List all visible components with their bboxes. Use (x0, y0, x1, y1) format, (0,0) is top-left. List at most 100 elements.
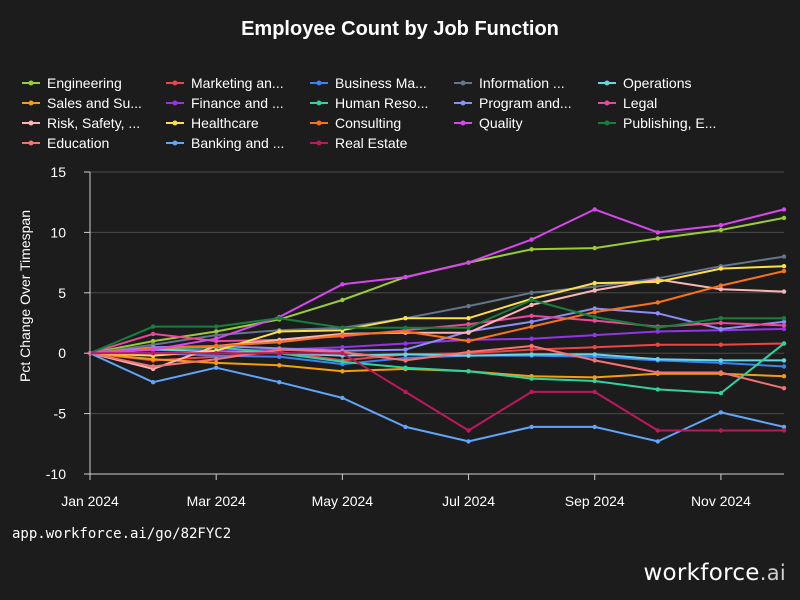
data-point[interactable] (214, 351, 219, 356)
data-point[interactable] (466, 338, 471, 344)
data-point[interactable] (655, 439, 660, 444)
data-point[interactable] (214, 365, 219, 370)
data-point[interactable] (466, 428, 471, 433)
data-point[interactable] (781, 428, 787, 433)
data-point[interactable] (529, 352, 534, 357)
data-point[interactable] (655, 387, 660, 392)
data-point[interactable] (340, 351, 345, 356)
data-point[interactable] (214, 343, 219, 349)
data-point[interactable] (718, 287, 724, 292)
data-point[interactable] (466, 349, 471, 355)
data-point[interactable] (592, 245, 597, 251)
data-point[interactable] (718, 358, 724, 363)
data-point[interactable] (718, 283, 724, 288)
data-point[interactable] (718, 342, 724, 347)
data-point[interactable] (214, 324, 219, 329)
data-point[interactable] (592, 352, 597, 357)
data-point[interactable] (277, 351, 282, 356)
data-point[interactable] (655, 236, 660, 241)
data-point[interactable] (277, 363, 282, 368)
data-point[interactable] (529, 297, 534, 303)
data-point[interactable] (781, 207, 787, 212)
data-point[interactable] (655, 230, 660, 235)
data-point[interactable] (655, 325, 660, 330)
data-point[interactable] (592, 424, 597, 430)
data-point[interactable] (592, 378, 597, 384)
data-point[interactable] (150, 351, 156, 356)
data-point[interactable] (277, 316, 282, 321)
data-point[interactable] (529, 389, 534, 395)
data-point[interactable] (403, 325, 408, 330)
data-point[interactable] (655, 370, 660, 375)
legend-item[interactable]: Risk, Safety, ... (22, 115, 140, 131)
data-point[interactable] (214, 329, 219, 334)
data-point[interactable] (340, 325, 345, 330)
legend-item[interactable]: Banking and ... (166, 135, 284, 151)
data-point[interactable] (277, 380, 282, 385)
data-point[interactable] (781, 289, 787, 294)
data-point[interactable] (277, 354, 282, 359)
legend-item[interactable]: Sales and Su... (22, 95, 142, 111)
data-point[interactable] (655, 311, 660, 316)
data-point[interactable] (718, 370, 724, 375)
data-point[interactable] (529, 302, 534, 308)
data-point[interactable] (403, 352, 408, 357)
data-point[interactable] (403, 274, 408, 280)
data-point[interactable] (655, 357, 660, 362)
data-point[interactable] (466, 303, 471, 309)
data-point[interactable] (277, 329, 282, 334)
data-point[interactable] (403, 341, 408, 346)
data-point[interactable] (592, 358, 597, 363)
legend-item[interactable]: Marketing an... (166, 75, 284, 91)
data-point[interactable] (781, 374, 787, 379)
data-point[interactable] (781, 326, 787, 332)
data-point[interactable] (214, 336, 219, 341)
data-point[interactable] (150, 364, 156, 369)
legend-item[interactable]: Program and... (454, 95, 572, 111)
share-url[interactable]: app.workforce.ai/go/82FYC2 (12, 526, 232, 542)
data-point[interactable] (403, 389, 408, 395)
data-point[interactable] (403, 365, 408, 370)
data-point[interactable] (592, 332, 597, 338)
data-point[interactable] (655, 300, 660, 305)
data-point[interactable] (150, 324, 156, 329)
data-point[interactable] (655, 342, 660, 347)
legend-item[interactable]: Finance and ... (166, 95, 284, 111)
data-point[interactable] (655, 428, 660, 433)
legend-item[interactable]: Quality (454, 115, 523, 131)
data-point[interactable] (592, 288, 597, 293)
data-point[interactable] (781, 364, 787, 369)
legend-item[interactable]: Education (22, 135, 109, 151)
data-point[interactable] (150, 380, 156, 385)
data-point[interactable] (529, 343, 534, 349)
data-point[interactable] (781, 319, 787, 324)
legend-item[interactable]: Operations (598, 75, 691, 91)
data-point[interactable] (150, 357, 156, 362)
data-point[interactable] (466, 330, 471, 335)
legend-item[interactable]: Publishing, E... (598, 115, 716, 131)
data-point[interactable] (592, 345, 597, 350)
data-point[interactable] (718, 316, 724, 321)
data-point[interactable] (718, 223, 724, 228)
legend-item[interactable]: Consulting (310, 115, 401, 131)
data-point[interactable] (781, 268, 787, 274)
legend-item[interactable]: Information ... (454, 75, 565, 91)
data-point[interactable] (529, 313, 534, 318)
legend-item[interactable]: Engineering (22, 75, 122, 91)
data-point[interactable] (466, 439, 471, 444)
data-point[interactable] (150, 347, 156, 352)
data-point[interactable] (592, 314, 597, 320)
data-point[interactable] (340, 282, 345, 287)
data-point[interactable] (403, 316, 408, 321)
data-point[interactable] (592, 389, 597, 395)
data-point[interactable] (781, 254, 787, 259)
data-point[interactable] (718, 320, 724, 326)
data-point[interactable] (150, 338, 156, 344)
data-point[interactable] (466, 316, 471, 321)
data-point[interactable] (403, 329, 408, 334)
data-point[interactable] (529, 290, 534, 295)
data-point[interactable] (529, 424, 534, 430)
data-point[interactable] (466, 322, 471, 327)
legend-item[interactable]: Human Reso... (310, 95, 428, 111)
data-point[interactable] (277, 347, 282, 352)
